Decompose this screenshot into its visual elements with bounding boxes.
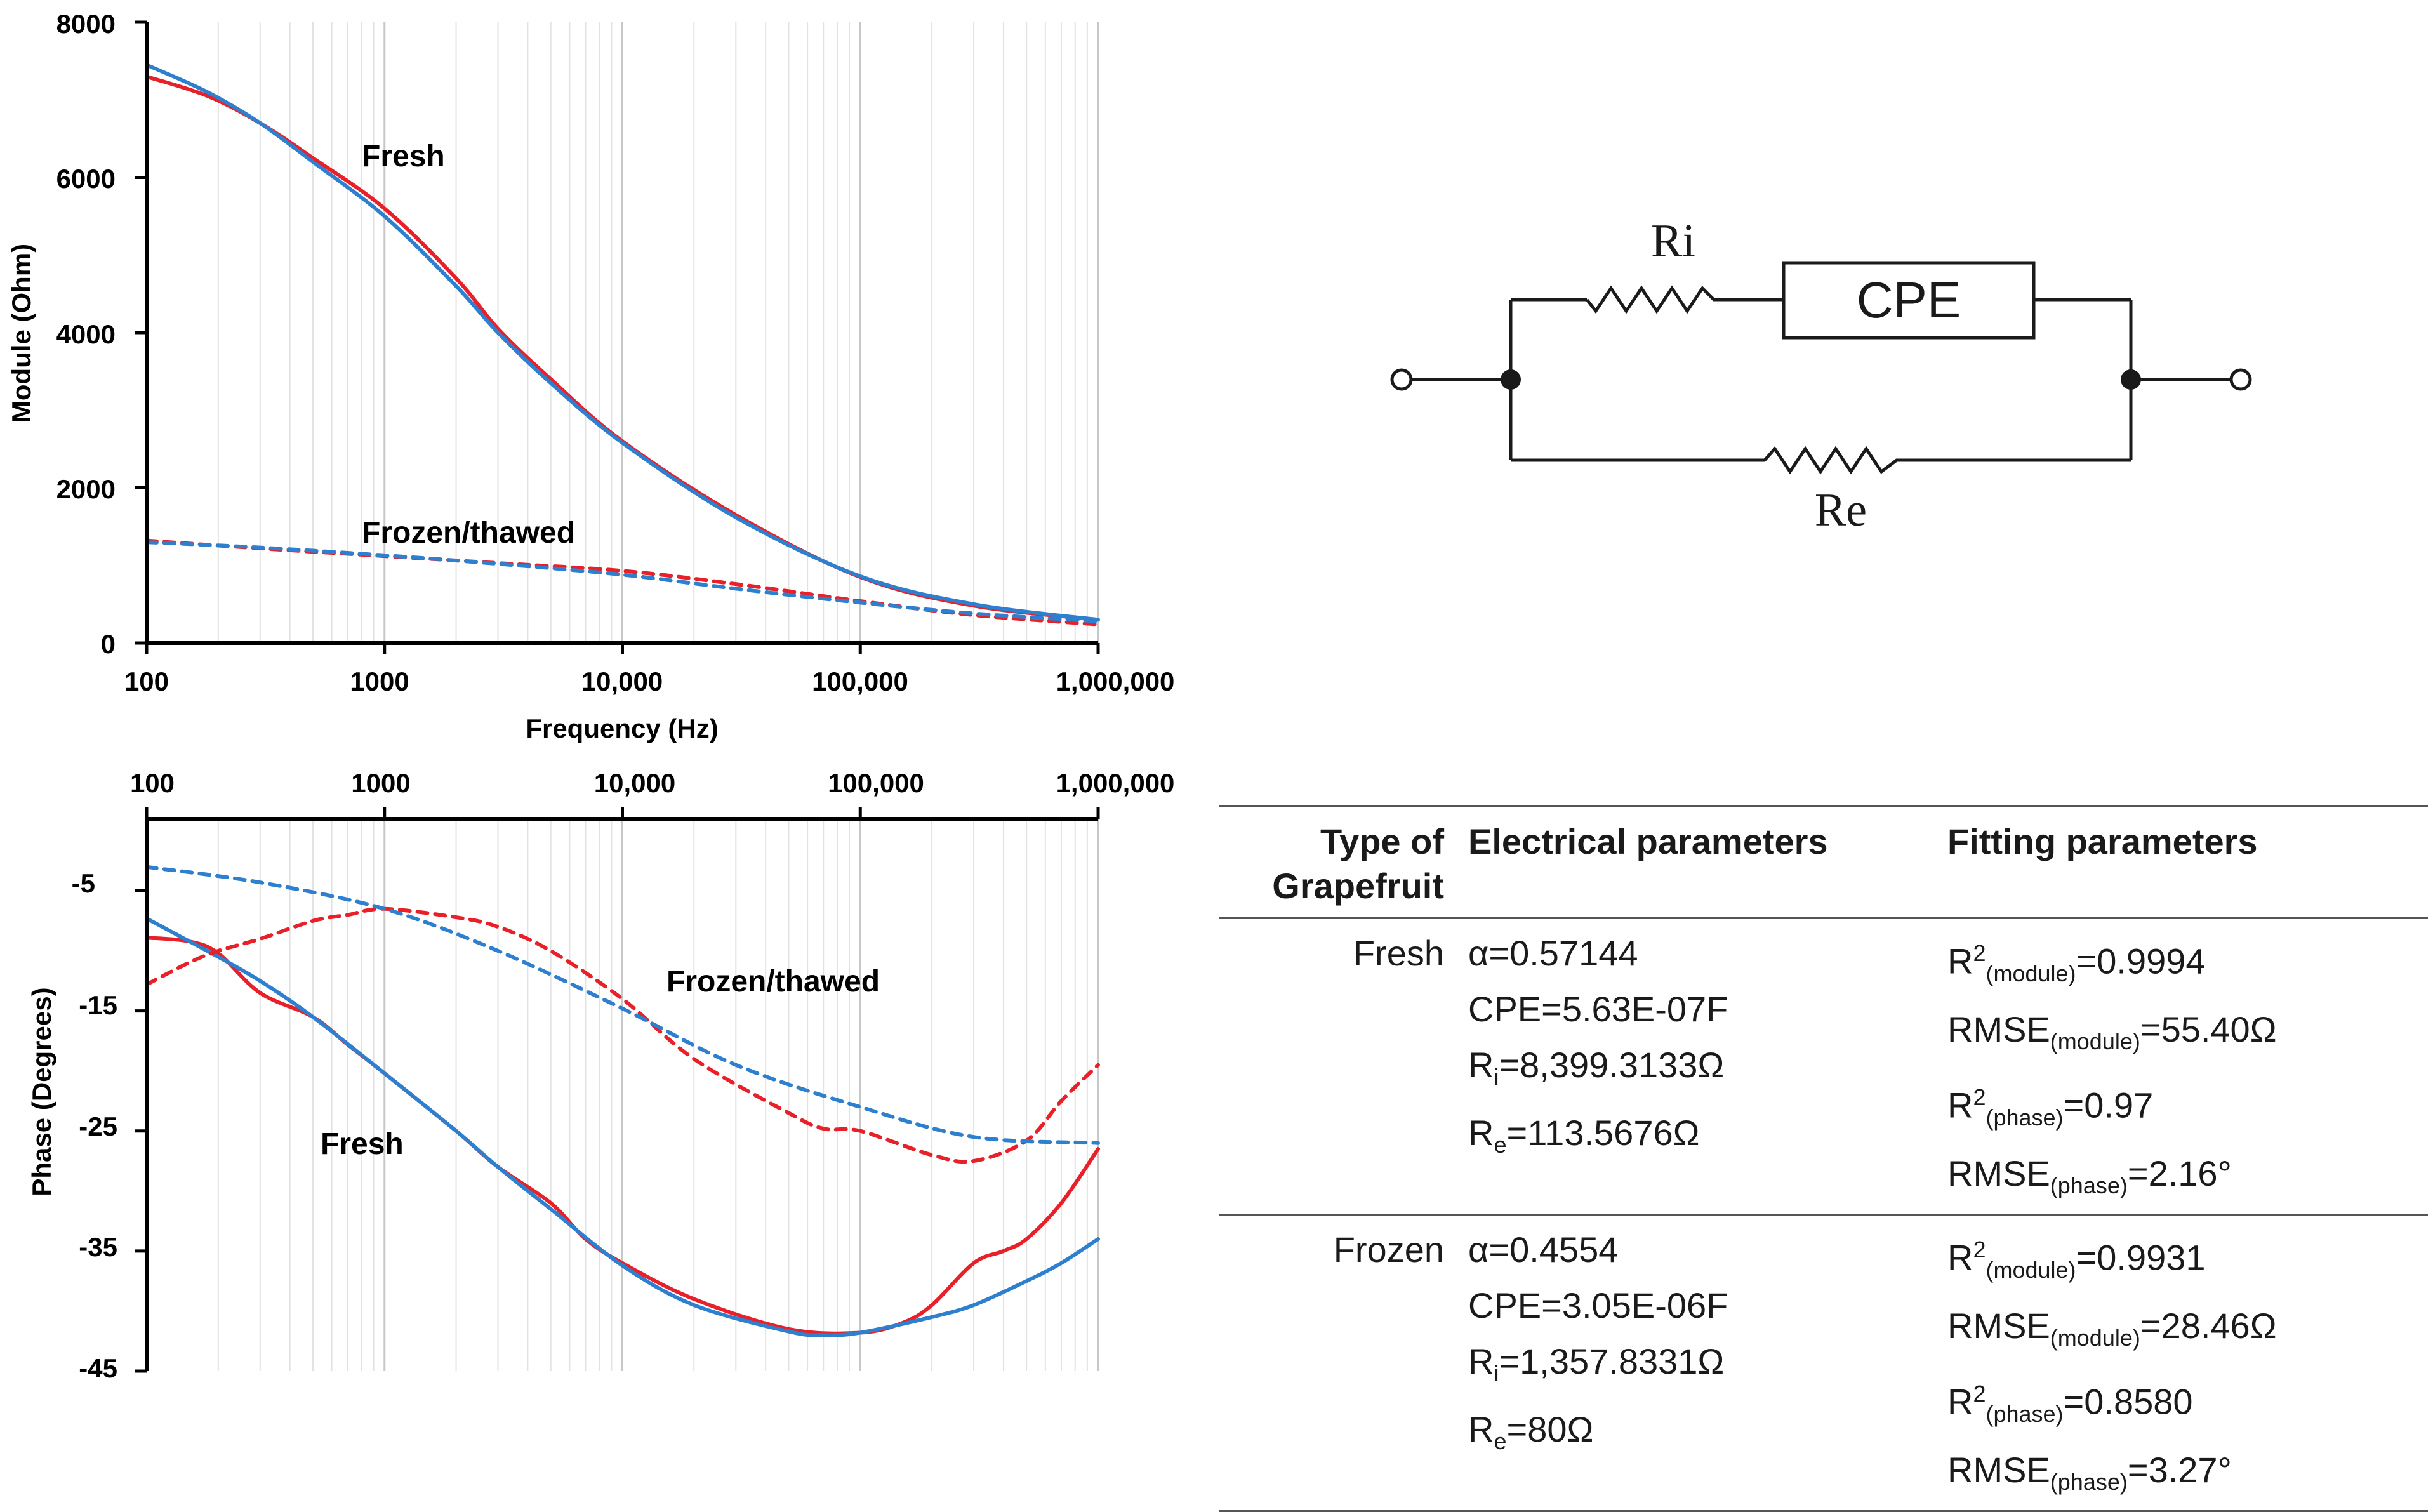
module-fresh-fitted-line <box>145 63 1100 622</box>
table-header-row: Type of Grapefruit Electrical parameters… <box>1219 805 2428 919</box>
phase-annotation-fresh: Fresh <box>321 1127 404 1161</box>
phase-chart: 100 1000 10,000 100,000 1,000,000 -5 -15… <box>27 768 1174 1382</box>
frozen-ri: Ri=1,357.8331Ω <box>1468 1341 1725 1387</box>
header-type-line2: Grapefruit <box>1272 866 1444 906</box>
frozen-rmse-phase: RMSE(phase)=3.27° <box>1947 1449 2232 1495</box>
frozen-cpe: CPE=3.05E-06F <box>1468 1285 1728 1326</box>
phase-grid <box>145 819 1099 1371</box>
frozen-electrical: α=0.4554 CPE=3.05E-06F Ri=1,357.8331Ω Re… <box>1468 1214 1947 1512</box>
table-row-frozen: Frozen α=0.4554 CPE=3.05E-06F Ri=1,357.8… <box>1219 1214 2428 1512</box>
phase-xtick-2: 10,000 <box>594 768 675 798</box>
frozen-r2-module: R2(module)=0.9931 <box>1947 1237 2206 1283</box>
module-xlabel: Frequency (Hz) <box>526 713 718 743</box>
fresh-electrical: α=0.57144 CPE=5.63E-07F Ri=8,399.3133Ω R… <box>1468 918 1947 1216</box>
module-ytick-0: 0 <box>101 629 116 659</box>
module-xtick-0: 100 <box>124 666 169 696</box>
frozen-fitting: R2(module)=0.9931 RMSE(module)=28.46Ω R2… <box>1947 1214 2428 1512</box>
phase-ticks <box>135 807 1100 1373</box>
module-series <box>145 63 1100 627</box>
ri-label: Ri <box>1651 215 1695 267</box>
module-xtick-4: 1,000,000 <box>1056 666 1175 696</box>
fresh-re: Re=113.5676Ω <box>1468 1113 1700 1158</box>
phase-frozen-thawed-fitted-line <box>145 865 1100 1145</box>
module-xtick-3: 100,000 <box>812 666 908 696</box>
phase-series <box>145 865 1100 1337</box>
fresh-type: Fresh <box>1219 918 1468 1216</box>
module-ylabel: Module (Ohm) <box>6 244 36 423</box>
phase-xtick-3: 100,000 <box>828 768 924 798</box>
module-grid <box>145 22 1099 643</box>
header-type: Type of Grapefruit <box>1219 805 1468 919</box>
figure-canvas: 0 2000 4000 6000 8000 100 1000 10,000 10… <box>6 9 2252 1382</box>
phase-ytick-2: -25 <box>79 1111 117 1141</box>
fresh-ri: Ri=8,399.3133Ω <box>1468 1045 1725 1091</box>
re-label: Re <box>1815 484 1867 536</box>
frozen-rmse-module: RMSE(module)=28.46Ω <box>1947 1305 2277 1351</box>
phase-ylabel: Phase (Degrees) <box>27 987 56 1196</box>
circuit-diagram <box>1390 261 2252 475</box>
fresh-rmse-phase: RMSE(phase)=2.16° <box>1947 1153 2232 1199</box>
module-ytick-1: 2000 <box>56 474 116 504</box>
fresh-alpha: α=0.57144 <box>1468 933 1638 973</box>
parameters-table: Type of Grapefruit Electrical parameters… <box>1219 805 2428 1512</box>
frozen-alpha: α=0.4554 <box>1468 1230 1619 1270</box>
phase-ytick-4: -45 <box>79 1353 117 1382</box>
header-electrical: Electrical parameters <box>1468 805 1947 919</box>
module-ticks <box>135 20 1100 654</box>
module-annotation-frozen: Frozen/thawed <box>362 516 575 550</box>
frozen-r2-phase: R2(phase)=0.8580 <box>1947 1381 2193 1427</box>
module-xtick-1: 1000 <box>350 666 409 696</box>
header-fitting: Fitting parameters <box>1947 805 2428 919</box>
circuit-terminal-left <box>1390 368 1413 391</box>
phase-frozen-thawed-measured-line <box>145 906 1100 1164</box>
module-chart: 0 2000 4000 6000 8000 100 1000 10,000 10… <box>6 9 1174 743</box>
table-row-fresh: Fresh α=0.57144 CPE=5.63E-07F Ri=8,399.3… <box>1219 918 2428 1216</box>
header-type-line1: Type of <box>1320 821 1444 861</box>
phase-ytick-1: -15 <box>79 990 117 1020</box>
phase-ytick-0: -5 <box>72 868 95 898</box>
circuit-terminal-right <box>2229 368 2252 391</box>
phase-annotation-frozen: Frozen/thawed <box>666 965 880 998</box>
phase-ytick-3: -35 <box>79 1232 117 1262</box>
frozen-re: Re=80Ω <box>1468 1409 1594 1455</box>
fresh-cpe: CPE=5.63E-07F <box>1468 989 1728 1029</box>
fresh-r2-module: R2(module)=0.9994 <box>1947 940 2206 986</box>
phase-fresh-fitted-line <box>145 917 1100 1337</box>
module-ytick-3: 6000 <box>56 164 116 194</box>
fresh-rmse-module: RMSE(module)=55.40Ω <box>1947 1009 2277 1055</box>
re-resistor-icon <box>1763 446 2131 475</box>
module-annotation-fresh: Fresh <box>362 140 445 173</box>
module-ytick-4: 8000 <box>56 9 116 39</box>
cpe-label: CPE <box>1857 272 1961 328</box>
module-xtick-2: 10,000 <box>581 666 663 696</box>
ri-resistor-icon <box>1586 285 1784 314</box>
phase-xtick-1: 1000 <box>351 768 410 798</box>
fresh-fitting: R2(module)=0.9994 RMSE(module)=55.40Ω R2… <box>1947 918 2428 1216</box>
frozen-type: Frozen <box>1219 1214 1468 1512</box>
fresh-r2-phase: R2(phase)=0.97 <box>1947 1084 2154 1131</box>
phase-xtick-4: 1,000,000 <box>1056 768 1175 798</box>
module-ytick-2: 4000 <box>56 319 116 349</box>
phase-xtick-0: 100 <box>130 768 175 798</box>
